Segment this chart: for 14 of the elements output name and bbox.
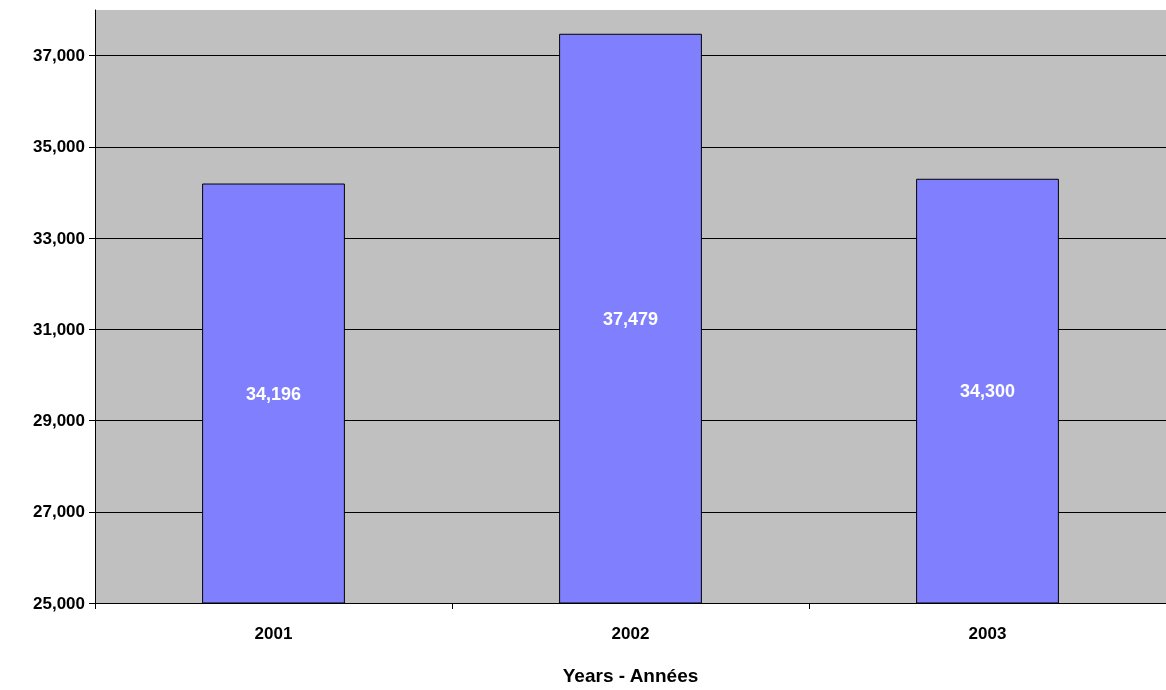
y-tick-label: 33,000	[33, 228, 85, 248]
x-tick-label: 2001	[254, 624, 293, 643]
x-tick-label: 2002	[611, 624, 650, 643]
y-tick-label: 25,000	[33, 593, 85, 613]
y-tick-label: 31,000	[33, 319, 85, 339]
y-tick-label: 35,000	[33, 137, 85, 157]
x-axis-title: Years - Années	[562, 665, 699, 686]
x-tick-label: 2003	[968, 624, 1007, 643]
y-tick-label: 27,000	[33, 502, 85, 522]
data-label: 37,479	[602, 308, 659, 329]
y-tick-label: 37,000	[33, 46, 85, 66]
data-label: 34,196	[245, 383, 302, 404]
data-label: 34,300	[959, 381, 1016, 402]
y-tick-label: 29,000	[33, 411, 85, 431]
